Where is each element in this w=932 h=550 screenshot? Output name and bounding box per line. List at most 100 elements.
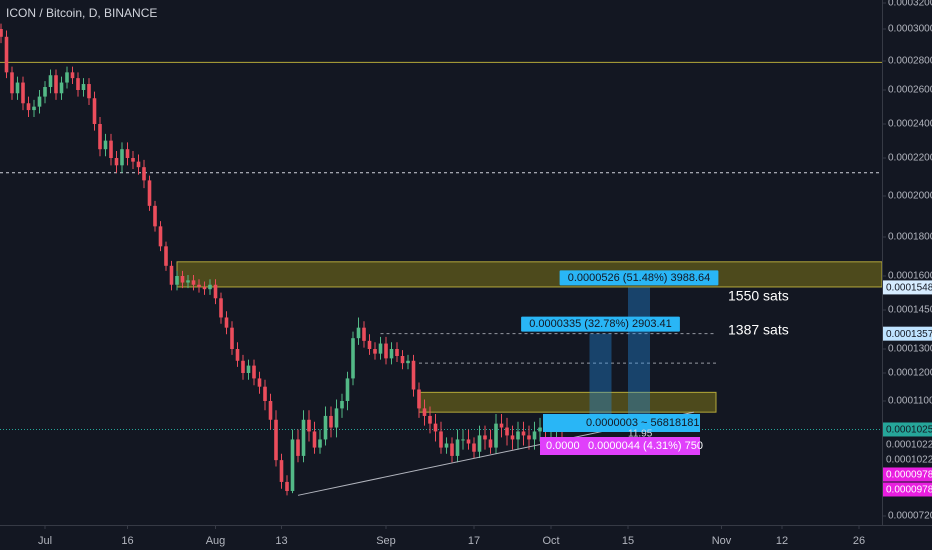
candle-body bbox=[384, 343, 388, 359]
zone bbox=[418, 391, 717, 413]
candle-body bbox=[164, 246, 168, 266]
candle-body bbox=[268, 401, 273, 420]
candle-body bbox=[76, 78, 80, 90]
candle-body bbox=[494, 423, 498, 448]
y-tick-label: 0.0001450 bbox=[888, 305, 932, 316]
y-tick-label: 0.0001100 bbox=[888, 396, 932, 407]
candle-body bbox=[32, 106, 36, 111]
x-tick-label: 13 bbox=[275, 535, 287, 547]
x-tick-label: 15 bbox=[622, 535, 634, 547]
candle-body bbox=[521, 431, 526, 436]
candle-body bbox=[81, 84, 86, 90]
y-tick-label: 0.0003200 bbox=[888, 0, 932, 9]
candle-body bbox=[301, 419, 306, 456]
candle-body bbox=[21, 82, 25, 104]
candle-body bbox=[362, 327, 366, 341]
candle-body bbox=[389, 349, 394, 359]
candle-body bbox=[422, 408, 427, 416]
candle-body bbox=[246, 365, 251, 373]
price-badge bbox=[883, 326, 932, 341]
y-tick-label: 0.0000720 bbox=[888, 511, 932, 522]
candle-body bbox=[87, 84, 91, 99]
candle-body bbox=[334, 408, 339, 428]
candle-body bbox=[356, 327, 361, 339]
candle-body bbox=[224, 317, 229, 328]
candle-body bbox=[103, 140, 108, 150]
y-tick-label: 0.0001800 bbox=[888, 232, 932, 243]
range-label: 0.0000335 (32.78%) 2903.41 bbox=[529, 318, 672, 330]
candle-body bbox=[0, 29, 3, 37]
candle-body bbox=[373, 349, 377, 354]
measure-badge bbox=[543, 414, 700, 432]
candle-body bbox=[230, 327, 234, 349]
candle-body bbox=[158, 226, 163, 247]
y-tick-label: 0.0002400 bbox=[888, 119, 932, 130]
candle-body bbox=[197, 284, 201, 287]
candle-body bbox=[444, 443, 449, 448]
candle-body bbox=[70, 72, 75, 79]
y-tick-label: 0.0003000 bbox=[888, 24, 932, 35]
candle-body bbox=[114, 158, 119, 166]
candle-body bbox=[538, 427, 542, 432]
candle-body bbox=[109, 140, 113, 158]
candle-body bbox=[180, 276, 185, 283]
price-badge bbox=[883, 422, 932, 437]
candle-body bbox=[219, 298, 223, 318]
x-tick-label: 17 bbox=[468, 535, 480, 547]
candle-body bbox=[186, 280, 190, 283]
y-tick-label: 0.0002200 bbox=[888, 153, 932, 164]
candle-body bbox=[477, 435, 482, 452]
candle-body bbox=[43, 87, 47, 97]
price-badge-label: 0.0001357 bbox=[886, 329, 932, 340]
candle-body bbox=[235, 349, 240, 361]
annotation: 1550 sats bbox=[728, 288, 789, 304]
x-tick-label: 12 bbox=[776, 535, 788, 547]
candle-body bbox=[417, 389, 421, 409]
candle-body bbox=[455, 439, 460, 456]
candle-body bbox=[378, 343, 383, 354]
candle-body bbox=[505, 427, 509, 436]
candle-body bbox=[142, 167, 146, 181]
candle-body bbox=[10, 72, 14, 94]
range-label-bg bbox=[559, 270, 719, 286]
x-tick-label: 26 bbox=[853, 535, 865, 547]
candle-body bbox=[59, 82, 64, 94]
range-label: 0.0000526 (51.48%) 3988.64 bbox=[568, 272, 711, 284]
candle-body bbox=[15, 82, 20, 94]
candle-body bbox=[532, 431, 537, 440]
candle-body bbox=[472, 443, 476, 452]
range-box bbox=[589, 333, 612, 431]
price-axis: 0.0003200 0.0003000 0.0002800 0.0002600 0.00… bbox=[38, 0, 932, 547]
candle-body bbox=[241, 360, 245, 373]
candle-body bbox=[483, 435, 487, 440]
x-tick-label: 16 bbox=[121, 535, 133, 547]
candle-body bbox=[202, 286, 207, 290]
candle-body bbox=[499, 423, 504, 428]
candle-body bbox=[147, 180, 152, 206]
price-badge-label: 0.0000978 bbox=[886, 485, 932, 496]
candle-body bbox=[65, 72, 69, 83]
candle-body bbox=[208, 284, 212, 290]
candle-body bbox=[411, 360, 416, 390]
candle-body bbox=[125, 149, 130, 158]
candle-body bbox=[400, 356, 405, 364]
candle-body bbox=[307, 419, 311, 432]
candle-body bbox=[329, 415, 333, 428]
chart-title: ICON / Bitcoin, D, BINANCE bbox=[6, 6, 157, 20]
candle-body bbox=[433, 423, 438, 432]
candle-body bbox=[439, 431, 443, 448]
x-tick-label: Oct bbox=[542, 535, 559, 547]
range-label-bg bbox=[521, 316, 680, 332]
drawings-front: 0.0000335 (32.78%) 2903.41 0.0000526 (51.… bbox=[297, 270, 719, 496]
candle-body bbox=[340, 401, 344, 409]
candle-body bbox=[120, 149, 124, 166]
price-badge bbox=[883, 437, 932, 452]
annotation: 0.0000 bbox=[546, 440, 580, 452]
y-tick-label: 0.0002800 bbox=[888, 56, 932, 67]
price-badge bbox=[883, 482, 932, 497]
candle-body bbox=[318, 439, 322, 448]
x-tick-label: Aug bbox=[206, 535, 226, 547]
candle-body bbox=[169, 265, 174, 285]
candle-body bbox=[131, 158, 135, 162]
